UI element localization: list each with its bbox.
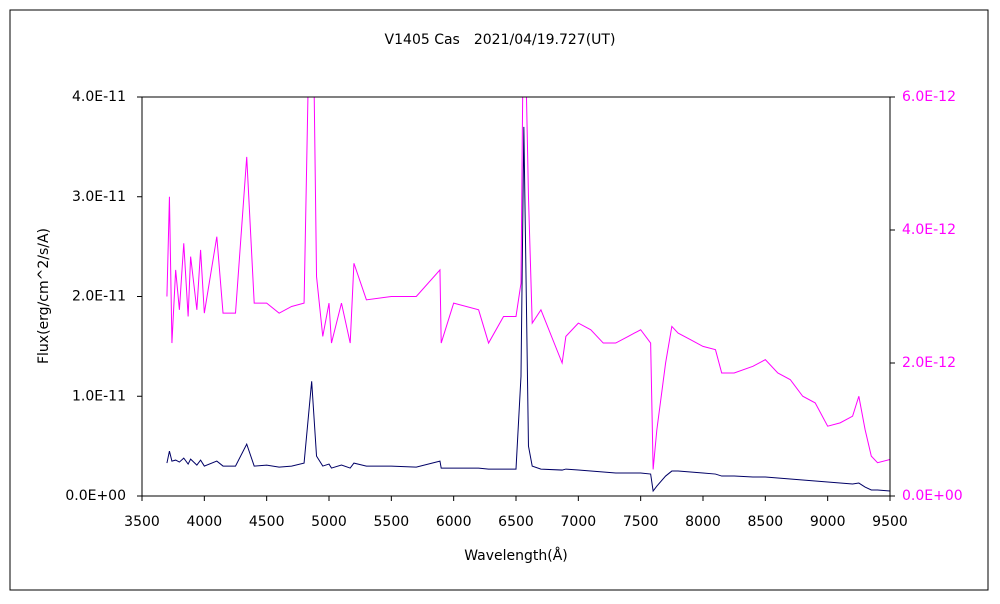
x-tick-label: 9500 <box>872 514 908 530</box>
x-tick-label: 5500 <box>374 514 410 530</box>
chart-title: V1405 Cas 2021/04/19.727(UT) <box>385 32 616 48</box>
y-tick-label: 4.0E-11 <box>72 89 126 105</box>
y2-tick-label: 2.0E-12 <box>902 355 956 371</box>
spectrum-line <box>166 126 890 493</box>
x-axis-label: Wavelength(Å) <box>464 547 568 564</box>
y-tick-label: 0.0E+00 <box>65 488 126 504</box>
y2-tick-label: 4.0E-12 <box>902 222 956 238</box>
y-axis-label: Flux(erg/cm^2/s/A) <box>36 228 52 364</box>
y-tick-label: 3.0E-11 <box>72 189 126 205</box>
x-tick-label: 8500 <box>748 514 784 530</box>
x-tick-label: 7500 <box>623 514 659 530</box>
x-tick-label: 4500 <box>249 514 285 530</box>
x-tick-label: 6500 <box>498 514 534 530</box>
x-tick-label: 8000 <box>685 514 721 530</box>
y2-tick-label: 0.0E+00 <box>902 488 963 504</box>
x-tick-label: 6000 <box>436 514 472 530</box>
x-tick-label: 9000 <box>810 514 846 530</box>
x-tick-label: 5000 <box>311 514 347 530</box>
y2-tick-label: 6.0E-12 <box>902 89 956 105</box>
plot-area <box>166 97 890 493</box>
x-tick-label: 3500 <box>124 514 160 530</box>
frame <box>9 9 989 591</box>
y-tick-label: 1.0E-11 <box>72 388 126 404</box>
y-tick-label: 2.0E-11 <box>72 289 126 305</box>
x-tick-label: 4000 <box>187 514 223 530</box>
x-tick-label: 7000 <box>561 514 597 530</box>
spectrum-line <box>166 97 890 470</box>
